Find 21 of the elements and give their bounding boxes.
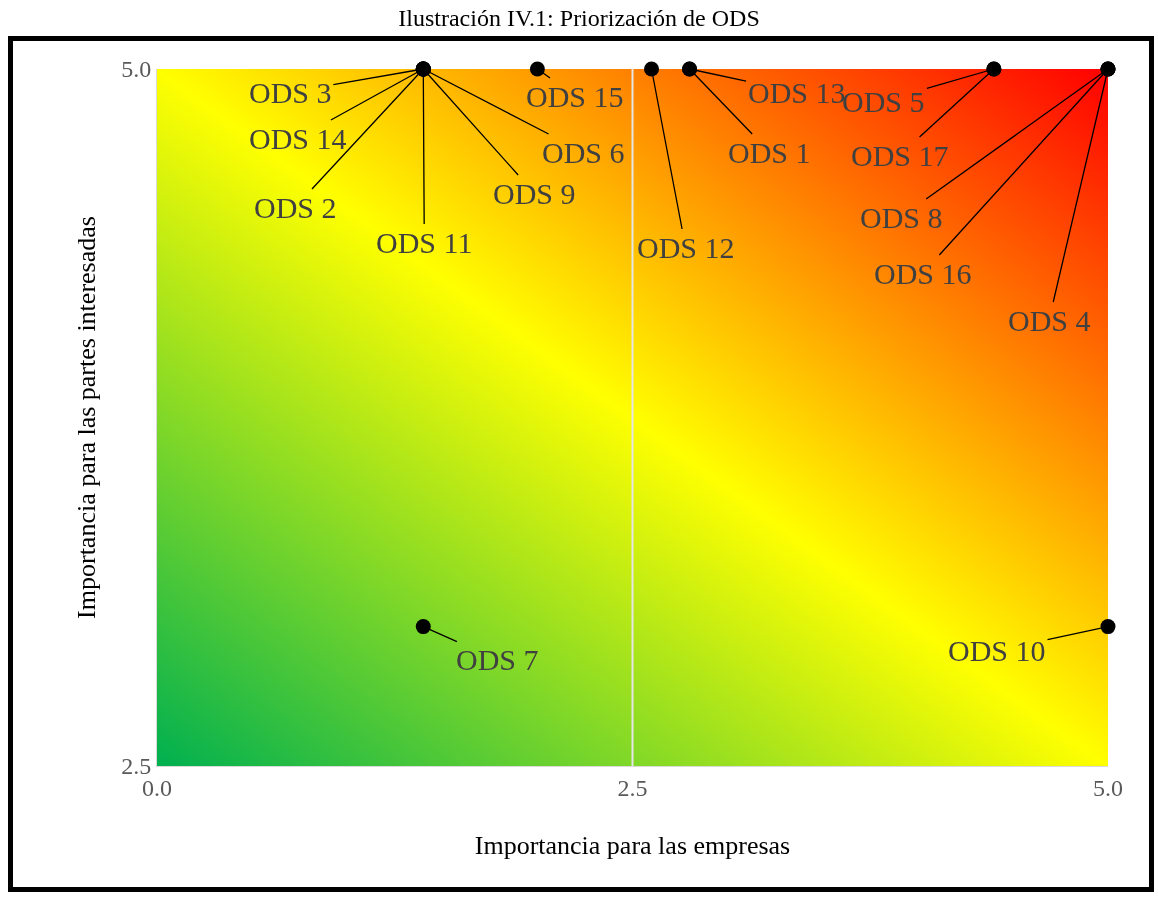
annotation: ODS 16 [874,257,972,290]
x-tick-label: 5.0 [1093,774,1123,801]
annotation: ODS 9 [493,177,576,210]
x-tick-label: 2.5 [617,774,648,801]
annotation: ODS 17 [851,139,949,172]
annotation: ODS 11 [376,226,473,259]
annotation: ODS 4 [1008,304,1091,337]
x-tick-label: 0.0 [142,774,172,801]
annotation: ODS 6 [542,136,625,169]
annotation: ODS 12 [637,231,735,264]
annotation: ODS 1 [728,136,811,169]
annotation: ODS 10 [948,634,1046,667]
annotation: ODS 15 [526,80,624,113]
annotation: ODS 3 [249,76,332,109]
annotation: ODS 7 [456,643,539,676]
annotation: ODS 2 [254,191,337,224]
y-axis-title: Importancia para las partes interesadas [72,216,101,619]
annotation: ODS 14 [249,122,347,155]
x-axis-title: Importancia para las empresas [474,831,791,860]
chart-title: Ilustración IV.1: Priorización de ODS [398,5,760,32]
annotation: ODS 8 [860,201,943,234]
